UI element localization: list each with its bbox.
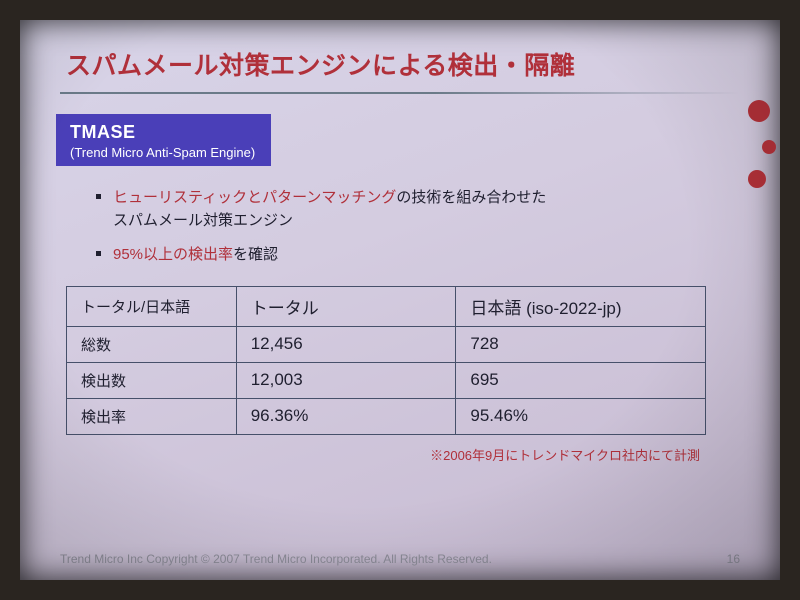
title-underline bbox=[60, 92, 740, 94]
table-cell: 検出率 bbox=[67, 398, 237, 434]
table-row: 検出数 12,003 695 bbox=[67, 362, 706, 398]
table-cell: 12,003 bbox=[236, 362, 456, 398]
table-cell: 12,456 bbox=[236, 326, 456, 362]
table-cell: 検出数 bbox=[67, 362, 237, 398]
decor-circle-icon bbox=[748, 100, 770, 122]
table-cell: 96.36% bbox=[236, 398, 456, 434]
table-header-cell: 日本語 (iso-2022-jp) bbox=[456, 286, 706, 326]
table-header-cell: トータル bbox=[236, 286, 456, 326]
bullet-plain: を確認 bbox=[233, 246, 278, 263]
copyright-text: Trend Micro Inc Copyright © 2007 Trend M… bbox=[60, 552, 492, 566]
bullet-item: ヒューリスティックとパターンマッチングの技術を組み合わせた スパムメール対策エン… bbox=[96, 186, 740, 233]
bullet-highlight: ヒューリスティックとパターンマッチング bbox=[113, 189, 396, 206]
footer: Trend Micro Inc Copyright © 2007 Trend M… bbox=[60, 552, 740, 566]
results-table: トータル/日本語 トータル 日本語 (iso-2022-jp) 総数 12,45… bbox=[66, 286, 706, 435]
table-row: 検出率 96.36% 95.46% bbox=[67, 398, 706, 434]
slide-title: スパムメール対策エンジンによる検出・隔離 bbox=[60, 38, 740, 92]
badge-subtitle: (Trend Micro Anti-Spam Engine) bbox=[70, 145, 255, 160]
table-cell: 総数 bbox=[67, 326, 237, 362]
table-cell: 695 bbox=[456, 362, 706, 398]
bullet-plain: の技術を組み合わせた bbox=[396, 189, 546, 206]
engine-badge: TMASE (Trend Micro Anti-Spam Engine) bbox=[56, 114, 271, 166]
page-number: 16 bbox=[727, 552, 740, 566]
table-cell: 728 bbox=[456, 326, 706, 362]
bullet-text: ヒューリスティックとパターンマッチングの技術を組み合わせた スパムメール対策エン… bbox=[113, 186, 546, 233]
table-cell: 95.46% bbox=[456, 398, 706, 434]
decor-circle-icon bbox=[762, 140, 776, 154]
table-row: 総数 12,456 728 bbox=[67, 326, 706, 362]
badge-title: TMASE bbox=[70, 122, 255, 143]
bullet-text: 95%以上の検出率を確認 bbox=[113, 243, 278, 266]
bullet-highlight: 95%以上の検出率 bbox=[113, 246, 233, 263]
decor-circle-icon bbox=[748, 170, 766, 188]
bullet-item: 95%以上の検出率を確認 bbox=[96, 243, 740, 266]
table-header-cell: トータル/日本語 bbox=[67, 286, 237, 326]
table-footnote: ※2006年9月にトレンドマイクロ社内にて計測 bbox=[60, 445, 700, 464]
bullet-list: ヒューリスティックとパターンマッチングの技術を組み合わせた スパムメール対策エン… bbox=[96, 186, 740, 266]
slide: スパムメール対策エンジンによる検出・隔離 TMASE (Trend Micro … bbox=[20, 20, 780, 580]
table-row: トータル/日本語 トータル 日本語 (iso-2022-jp) bbox=[67, 286, 706, 326]
bullet-dot-icon bbox=[96, 194, 101, 199]
bullet-dot-icon bbox=[96, 251, 101, 256]
bullet-line2: スパムメール対策エンジン bbox=[113, 212, 293, 229]
